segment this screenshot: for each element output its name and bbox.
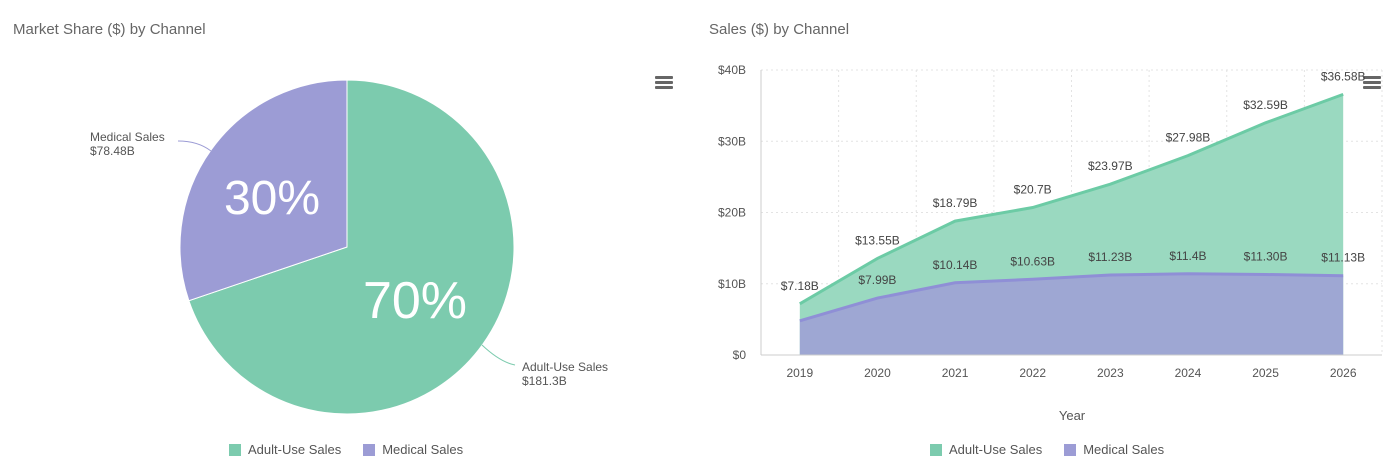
legend-swatch-medical — [1064, 443, 1077, 456]
area-chart-title: Sales ($) by Channel — [709, 21, 850, 38]
pie-connector-medical — [177, 140, 212, 152]
x-tick-label: 2024 — [1175, 366, 1202, 380]
x-tick-label: 2023 — [1097, 366, 1124, 380]
axes: Year $0 $10B $20B $30B $40B 2019 2020 2021 2022 2… — [718, 63, 1382, 423]
data-label-adult-use: $27.98B — [1166, 131, 1211, 145]
pie-chart-legend: Adult-Use Sales Medical Sales — [229, 442, 485, 457]
pie-percent-label-medical: 30% — [224, 172, 320, 225]
legend-label-adult-use: Adult-Use Sales — [248, 442, 342, 457]
pie-chart-title: Market Share ($) by Channel — [13, 21, 206, 38]
legend-item-medical[interactable]: Medical Sales — [1064, 442, 1164, 457]
x-tick-label: 2019 — [786, 366, 813, 380]
y-tick-label: $40B — [718, 63, 746, 77]
line-series-adult-use — [799, 92, 1344, 306]
data-labels: $7.18B $13.55B $18.79B $20.7B $23.97B $27.98B… — [781, 69, 1366, 292]
pie-connector-adult-use — [481, 344, 516, 366]
legend-swatch-medical — [363, 443, 376, 456]
pie-chart: 70% 30% Adult-Use Sales $181.3B Medical … — [90, 79, 608, 415]
pie-chart-menu-icon[interactable] — [655, 76, 673, 90]
data-label-adult-use: $7.18B — [781, 279, 819, 293]
menu-bar — [1363, 81, 1381, 84]
legend-swatch-adult-use — [229, 443, 241, 456]
line-series-medical — [799, 272, 1344, 323]
x-tick-label: 2020 — [864, 366, 891, 380]
menu-bar — [655, 81, 673, 84]
legend-label-adult-use: Adult-Use Sales — [949, 442, 1043, 457]
data-label-adult-use: $32.59B — [1243, 98, 1288, 112]
pie-data-label-medical-value: $78.48B — [90, 144, 135, 158]
legend-item-medical[interactable]: Medical Sales — [363, 442, 463, 457]
data-label-medical: $11.23B — [1088, 250, 1132, 264]
x-tick-label: 2021 — [942, 366, 969, 380]
area-chart-menu-icon[interactable] — [1363, 76, 1381, 90]
plot-area — [799, 92, 1344, 356]
data-label-adult-use: $20.7B — [1014, 183, 1052, 197]
data-label-medical: $11.4B — [1169, 249, 1206, 263]
data-label-medical: $10.14B — [933, 258, 978, 272]
data-label-medical: $11.30B — [1244, 249, 1288, 263]
legend-label-medical: Medical Sales — [382, 442, 464, 457]
x-axis-title: Year — [1059, 408, 1086, 423]
pie-data-label-adult-use-value: $181.3B — [522, 374, 567, 388]
data-label-medical: $10.63B — [1010, 254, 1055, 268]
area-chart-legend: Adult-Use Sales Medical Sales — [930, 442, 1186, 457]
menu-bar — [1363, 76, 1381, 79]
x-tick-label: 2025 — [1252, 366, 1279, 380]
legend-item-adult-use[interactable]: Adult-Use Sales — [930, 442, 1042, 457]
data-label-adult-use: $13.55B — [855, 233, 900, 247]
area-chart: Year $0 $10B $20B $30B $40B 2019 2020 2021 2022 2… — [718, 63, 1383, 423]
data-label-medical: $7.99B — [858, 273, 896, 287]
y-tick-label: $20B — [718, 206, 746, 220]
pie-slice-medical[interactable] — [179, 79, 348, 302]
data-label-adult-use: $36.58B — [1321, 69, 1366, 83]
menu-bar — [1363, 86, 1381, 89]
area-series-medical — [799, 273, 1344, 355]
y-tick-label: $30B — [718, 134, 746, 148]
x-tick-label: 2026 — [1330, 366, 1357, 380]
y-tick-label: $0 — [733, 348, 747, 362]
y-tick-label: $10B — [718, 277, 746, 291]
pie-percent-label-adult-use: 70% — [363, 272, 467, 330]
pie-data-label-adult-use-name: Adult-Use Sales — [522, 360, 608, 374]
data-label-adult-use: $23.97B — [1088, 159, 1133, 173]
pie-data-label-medical-name: Medical Sales — [90, 130, 165, 144]
menu-bar — [655, 86, 673, 89]
legend-label-medical: Medical Sales — [1083, 442, 1165, 457]
data-label-adult-use: $18.79B — [933, 196, 978, 210]
menu-bar — [655, 76, 673, 79]
x-tick-label: 2022 — [1019, 366, 1046, 380]
data-label-medical: $11.13B — [1321, 251, 1365, 265]
legend-item-adult-use[interactable]: Adult-Use Sales — [229, 442, 341, 457]
pie-slice-adult-use[interactable] — [188, 79, 515, 415]
legend-swatch-adult-use — [930, 443, 942, 456]
